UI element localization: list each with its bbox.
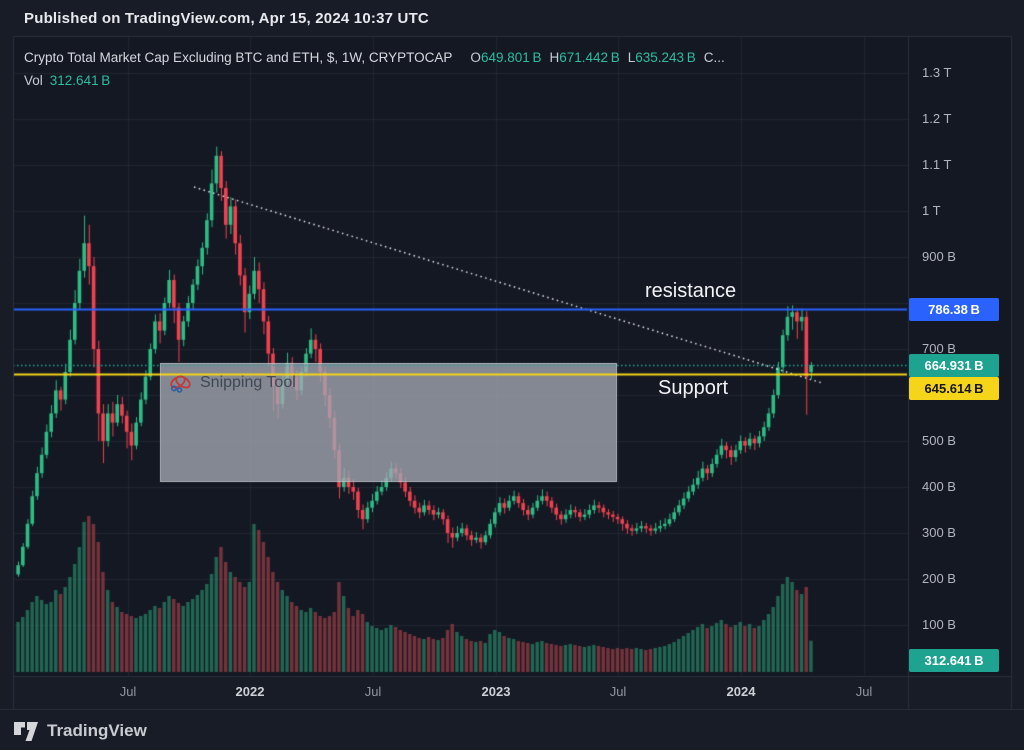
price-tick-label: 1.3 T xyxy=(922,65,952,80)
low-label: L xyxy=(627,49,636,65)
time-tick-label: Jul xyxy=(119,684,137,699)
snipping-tool-icon xyxy=(170,375,191,393)
price-label-resistance: 786.38 B xyxy=(909,298,999,321)
published-text: Published on TradingView.com, Apr 15, 20… xyxy=(24,9,429,27)
vol-label: Vol xyxy=(24,72,43,88)
price-label-support: 645.614 B xyxy=(909,377,999,400)
price-tick-label: 1 T xyxy=(922,203,941,218)
time-tick-label: Jul xyxy=(855,684,873,699)
high-label: H xyxy=(549,49,560,65)
price-tick-label: 100 B xyxy=(922,617,956,632)
annotation-resistance[interactable]: resistance xyxy=(645,280,737,302)
tradingview-footer[interactable]: TradingView xyxy=(14,718,147,744)
symbol-title: Crypto Total Market Cap Excluding BTC an… xyxy=(24,49,453,65)
time-tick-label: 2022 xyxy=(235,684,265,699)
price-tick-label: 200 B xyxy=(922,571,956,586)
volume-label-current: 312.641 B xyxy=(909,649,999,672)
price-tick-label: 300 B xyxy=(922,525,956,540)
price-tick-label: 1.2 T xyxy=(922,111,952,126)
tradingview-logo-icon xyxy=(14,721,38,741)
time-tick-label: Jul xyxy=(609,684,627,699)
price-tick-label: 900 B xyxy=(922,249,956,264)
footer-divider xyxy=(0,709,1024,710)
high-value: 671.442 B xyxy=(559,49,620,65)
price-tick-label: 700 B xyxy=(922,341,956,356)
price-tick-label: 500 B xyxy=(922,433,956,448)
tradingview-brand-text: TradingView xyxy=(47,721,147,740)
symbol-header[interactable]: Crypto Total Market Cap Excluding BTC an… xyxy=(24,48,725,66)
time-tick-label: 2024 xyxy=(726,684,756,699)
annotation-support[interactable]: Support xyxy=(658,377,729,399)
snipping-tool-title: Snipping Tool xyxy=(200,373,296,391)
open-label: O xyxy=(470,49,481,65)
volume-header: Vol 312.641 B xyxy=(24,72,110,88)
time-tick-label: 2023 xyxy=(481,684,511,699)
published-bar: Published on TradingView.com, Apr 15, 20… xyxy=(0,0,1024,36)
snipping-tool-window[interactable]: Snipping Tool xyxy=(160,363,617,482)
vol-value: 312.641 B xyxy=(49,72,111,88)
snipping-tool-titlebar[interactable]: Snipping Tool xyxy=(169,372,296,393)
time-tick-label: Jul xyxy=(364,684,382,699)
close-label: C... xyxy=(703,49,725,65)
open-value: 649.801 B xyxy=(480,49,542,65)
price-tick-label: 1.1 T xyxy=(922,157,952,172)
price-label-current: 664.931 B xyxy=(909,354,999,377)
low-value: 635.243 B xyxy=(635,49,696,65)
price-tick-label: 400 B xyxy=(922,479,956,494)
